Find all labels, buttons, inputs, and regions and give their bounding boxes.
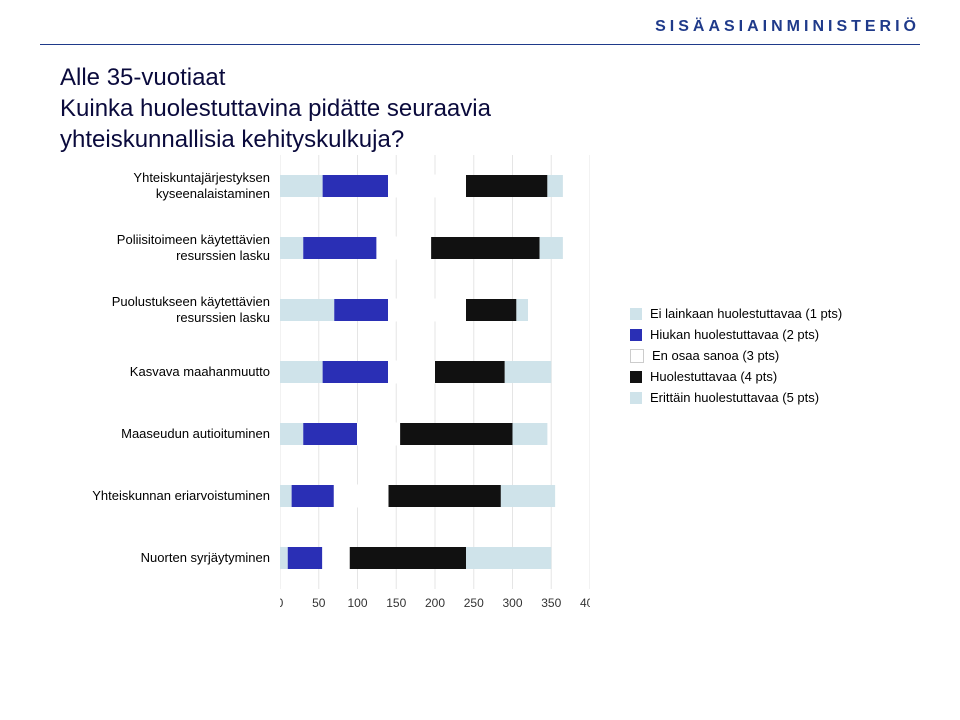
- bar-segment: [280, 423, 303, 445]
- svg-text:200: 200: [425, 596, 445, 610]
- bar-segment: [400, 423, 512, 445]
- category-label: Nuorten syrjäytyminen: [60, 550, 270, 566]
- svg-text:0: 0: [280, 596, 284, 610]
- ministry-header: SISÄASIAINMINISTERIÖ: [655, 18, 920, 36]
- bar-segment: [389, 299, 467, 321]
- bar-segment: [323, 361, 389, 383]
- svg-text:400: 400: [580, 596, 590, 610]
- bar-segment: [280, 175, 323, 197]
- bar-segment: [280, 237, 303, 259]
- legend-swatch: [630, 308, 642, 320]
- svg-text:250: 250: [464, 596, 484, 610]
- legend: Ei lainkaan huolestuttavaa (1 pts) Hiukan…: [630, 300, 930, 411]
- bar-segment: [513, 423, 548, 445]
- bar-segment: [303, 423, 357, 445]
- bar-segment: [292, 485, 335, 507]
- bar-segment: [501, 485, 555, 507]
- bar-segment: [377, 237, 431, 259]
- legend-item: Huolestuttavaa (4 pts): [630, 369, 930, 384]
- bar-segment: [389, 175, 467, 197]
- chart-svg: 0 50 100 150 200 250 300 350 400: [280, 155, 590, 619]
- bar-segment: [389, 485, 501, 507]
- bar-segment: [516, 299, 528, 321]
- legend-label: Huolestuttavaa (4 pts): [650, 369, 777, 384]
- category-label: Poliisitoimeen käytettävien resurssien l…: [60, 232, 270, 263]
- legend-swatch: [630, 349, 644, 363]
- bar-segment: [435, 361, 505, 383]
- bar-segment: [466, 299, 516, 321]
- concern-chart: Yhteiskuntajärjestyksen kyseenalaistamin…: [60, 155, 590, 655]
- bar-segment: [280, 361, 323, 383]
- category-label: Kasvava maahanmuutto: [60, 364, 270, 380]
- header-rule: [40, 44, 920, 45]
- bar-segment: [280, 299, 334, 321]
- svg-text:300: 300: [502, 596, 522, 610]
- legend-item: Erittäin huolestuttavaa (5 pts): [630, 390, 930, 405]
- bar-segment: [288, 547, 323, 569]
- svg-text:350: 350: [541, 596, 561, 610]
- bar-segment: [505, 361, 552, 383]
- legend-swatch: [630, 329, 642, 341]
- legend-label: Ei lainkaan huolestuttavaa (1 pts): [650, 306, 842, 321]
- bar-segment: [323, 547, 350, 569]
- bar-segment: [466, 175, 547, 197]
- category-label: Yhteiskuntajärjestyksen kyseenalaistamin…: [60, 170, 270, 201]
- bar-segment: [334, 485, 388, 507]
- legend-swatch: [630, 371, 642, 383]
- svg-text:150: 150: [386, 596, 406, 610]
- bar-segment: [389, 361, 436, 383]
- category-label: Yhteiskunnan eriarvoistuminen: [60, 488, 270, 504]
- bar-segment: [334, 299, 388, 321]
- legend-label: En osaa sanoa (3 pts): [652, 348, 779, 363]
- legend-item: Hiukan huolestuttavaa (2 pts): [630, 327, 930, 342]
- page-title: Alle 35-vuotiaatKuinka huolestuttavina p…: [60, 62, 620, 156]
- bar-segment: [358, 423, 401, 445]
- bar-segment: [466, 547, 551, 569]
- category-label: Puolustukseen käytettävien resurssien la…: [60, 294, 270, 325]
- svg-text:100: 100: [347, 596, 367, 610]
- legend-item: Ei lainkaan huolestuttavaa (1 pts): [630, 306, 930, 321]
- bar-segment: [540, 237, 563, 259]
- bar-segment: [280, 485, 292, 507]
- svg-text:50: 50: [312, 596, 326, 610]
- category-label: Maaseudun autioituminen: [60, 426, 270, 442]
- bar-segment: [431, 237, 540, 259]
- legend-swatch: [630, 392, 642, 404]
- bar-segment: [547, 175, 563, 197]
- bar-segment: [323, 175, 389, 197]
- bar-segment: [303, 237, 377, 259]
- bar-segment: [280, 547, 288, 569]
- legend-label: Hiukan huolestuttavaa (2 pts): [650, 327, 819, 342]
- bar-segment: [350, 547, 466, 569]
- legend-label: Erittäin huolestuttavaa (5 pts): [650, 390, 819, 405]
- legend-item: En osaa sanoa (3 pts): [630, 348, 930, 363]
